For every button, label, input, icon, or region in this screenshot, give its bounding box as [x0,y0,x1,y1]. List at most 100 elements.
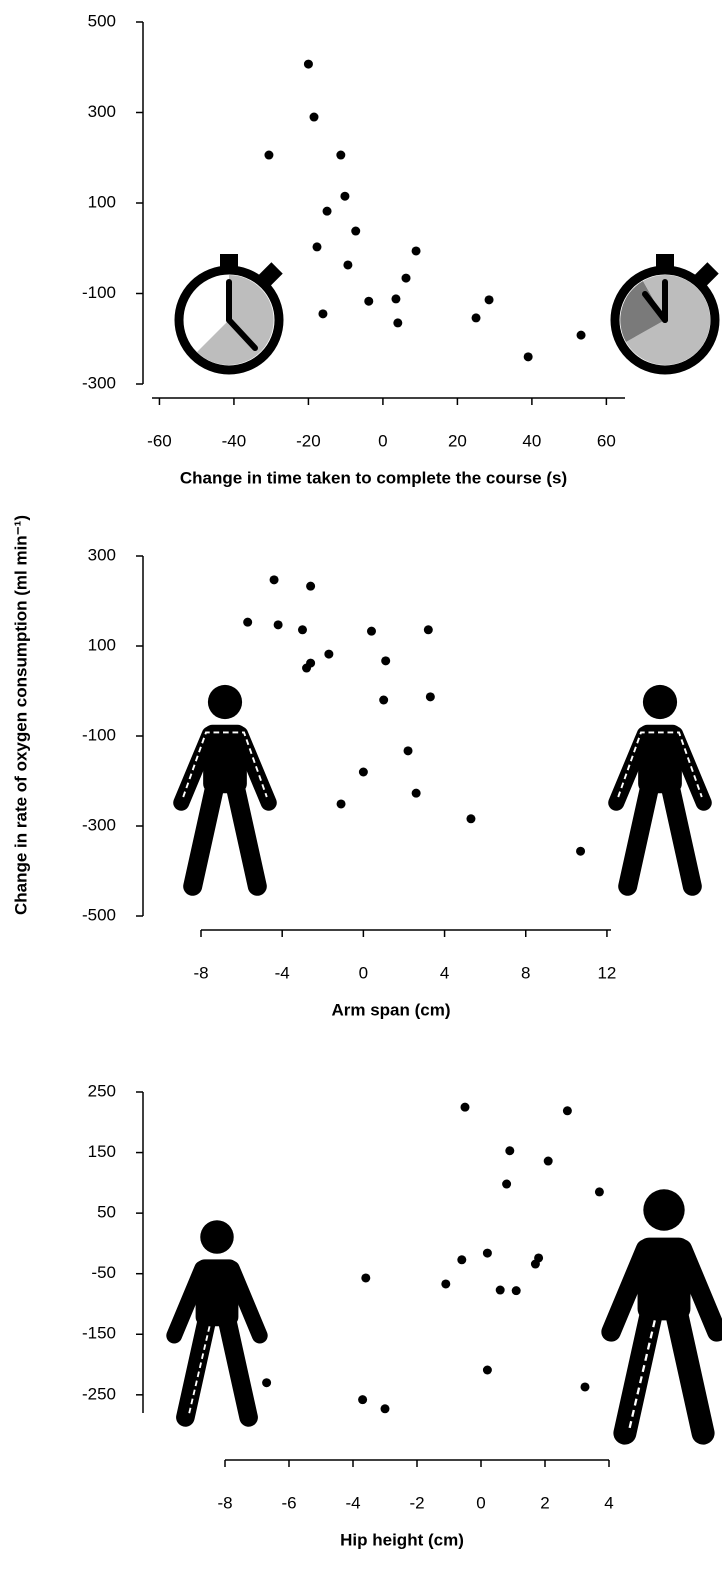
data-point [358,1395,368,1405]
y-tick-label: -150 [82,1324,116,1343]
data-point [336,799,346,809]
y-tick-label: -50 [91,1263,116,1282]
stopwatch-icon [179,254,283,370]
person-icon [611,1189,717,1433]
data-point [423,625,433,635]
x-tick-label: 40 [522,431,541,450]
data-point [302,663,312,673]
data-point [457,1255,467,1265]
data-point [543,1156,553,1166]
y-tick-label: 300 [88,102,116,121]
data-point [243,617,253,627]
data-point [401,273,411,283]
person-icon [181,685,268,886]
data-point [340,191,350,201]
y-tick-label: -300 [82,815,116,834]
y-tick-label: 150 [88,1142,116,1161]
data-point [393,318,403,328]
data-point [482,1248,492,1258]
y-tick-label: 250 [88,1081,116,1100]
x-tick-label: 4 [604,1493,613,1512]
data-point [576,846,586,856]
stopwatch-icon [615,254,719,370]
x-tick-label: 20 [448,431,467,450]
data-point [505,1146,515,1156]
x-tick-label: 4 [440,963,449,982]
data-point [336,150,346,160]
data-point [511,1286,521,1296]
data-point [530,1259,540,1269]
x-tick-label: 0 [359,963,368,982]
x-tick-label: -20 [296,431,321,450]
x-axis-title: Arm span (cm) [331,1000,450,1019]
x-tick-label: -4 [345,1493,360,1512]
data-point [482,1365,492,1375]
x-tick-label: 12 [597,963,616,982]
x-axis-title: Change in time taken to complete the cou… [180,468,567,487]
data-point [562,1106,572,1116]
data-point [358,767,368,777]
x-tick-label: -8 [217,1493,232,1512]
person-icon [616,685,703,886]
data-point [411,246,421,256]
x-tick-label: -6 [281,1493,296,1512]
data-point [351,226,361,236]
x-tick-label: 60 [597,431,616,450]
data-point [264,150,274,160]
data-point [523,352,533,362]
x-axis-title: Hip height (cm) [340,1530,464,1549]
x-tick-label: -40 [222,431,247,450]
person-icon [174,1220,260,1417]
data-point [343,260,353,270]
data-point [273,620,283,630]
data-point [502,1179,512,1189]
data-point [403,746,413,756]
y-tick-label: -250 [82,1384,116,1403]
data-point [391,294,401,304]
data-point [364,296,374,306]
data-point [441,1279,451,1289]
data-point [297,625,307,635]
data-point [580,1382,590,1392]
data-point [361,1273,371,1283]
x-tick-label: 0 [378,431,387,450]
data-point [306,581,316,591]
y-tick-label: 500 [88,11,116,30]
x-tick-label: -60 [147,431,172,450]
data-point [425,692,435,702]
data-point [318,309,328,319]
data-point [324,649,334,659]
y-tick-label: -300 [82,373,116,392]
data-point [312,242,322,252]
data-point [576,330,586,340]
data-point [380,1404,390,1414]
x-tick-label: -4 [275,963,290,982]
y-tick-label: -500 [82,905,116,924]
x-tick-label: 2 [540,1493,549,1512]
x-tick-label: -8 [193,963,208,982]
y-tick-label: 100 [88,635,116,654]
data-point [379,695,389,705]
data-point [303,59,313,69]
y-tick-label: 50 [97,1203,116,1222]
data-point [594,1187,604,1197]
x-tick-label: 8 [521,963,530,982]
data-point [322,206,332,216]
data-point [269,575,279,585]
data-point [262,1378,272,1388]
y-tick-label: -100 [82,725,116,744]
data-point [309,112,319,122]
data-point [495,1285,505,1295]
y-tick-label: 300 [88,545,116,564]
y-tick-label: 100 [88,192,116,211]
data-point [381,656,391,666]
y-axis-title: Change in rate of oxygen consumption (ml… [11,515,30,915]
x-tick-label: 0 [476,1493,485,1512]
data-point [466,814,476,824]
data-point [460,1102,470,1112]
data-point [484,295,494,305]
data-point [471,313,481,323]
data-point [366,626,376,636]
y-tick-label: -100 [82,283,116,302]
